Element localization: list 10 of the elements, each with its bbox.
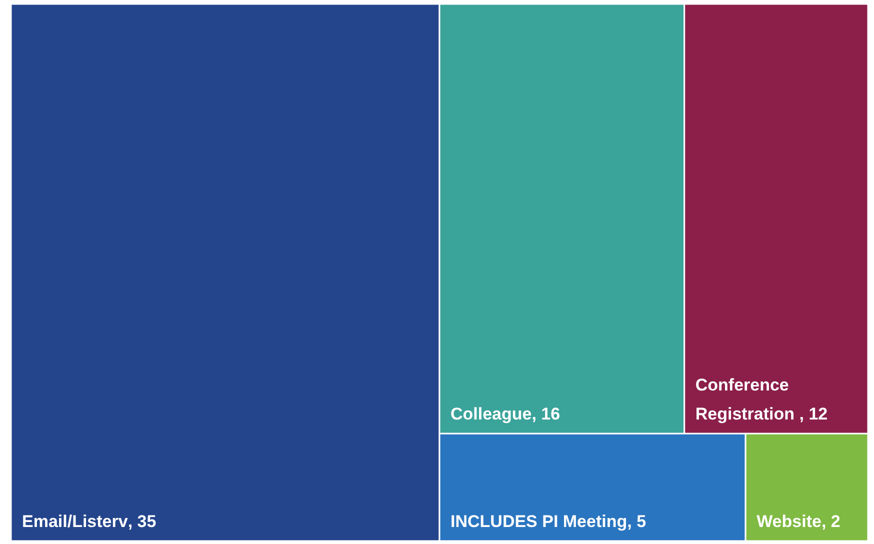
category-label: INCLUDES PI Meeting: [450, 512, 628, 531]
data-label: , 16: [532, 404, 560, 424]
data-label: , 12: [794, 404, 828, 424]
category-label: Colleague: [450, 404, 532, 424]
category-label: Email/Listerv: [22, 512, 128, 531]
category-label: Conference Registration: [695, 376, 795, 424]
data-label: , 35: [128, 512, 156, 531]
data-label: , 5: [627, 512, 646, 531]
category-label: Website: [756, 512, 822, 531]
data-label: , 2: [821, 512, 840, 531]
